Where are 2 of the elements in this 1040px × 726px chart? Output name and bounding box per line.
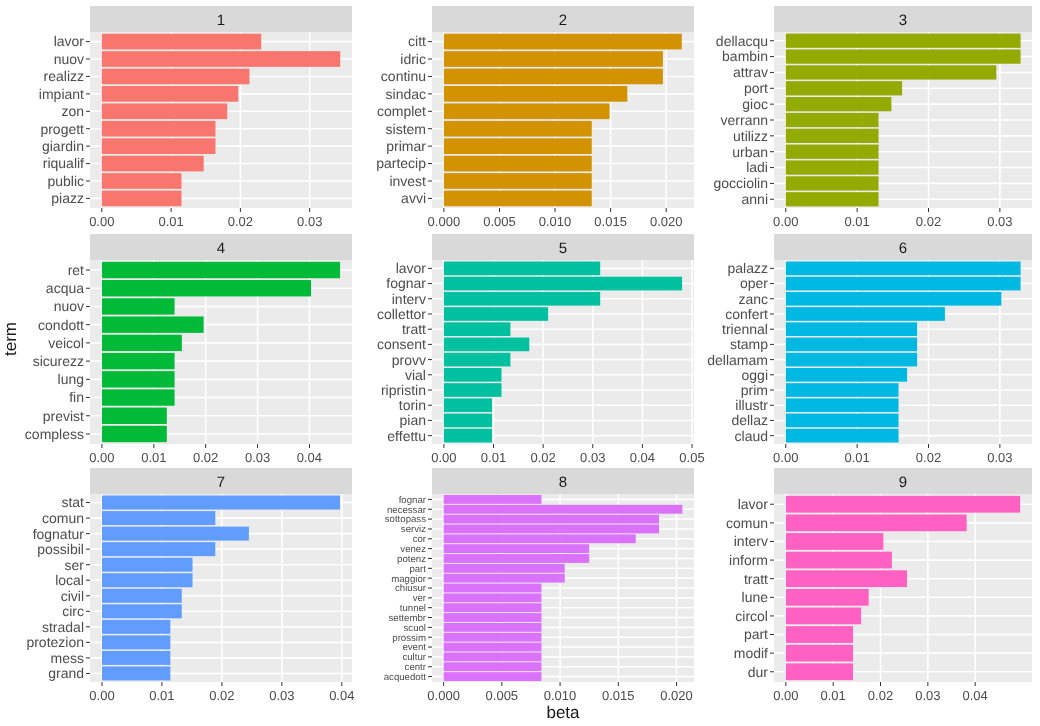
y-axis-title: term <box>0 322 20 356</box>
x-axis-title: beta <box>546 702 581 722</box>
